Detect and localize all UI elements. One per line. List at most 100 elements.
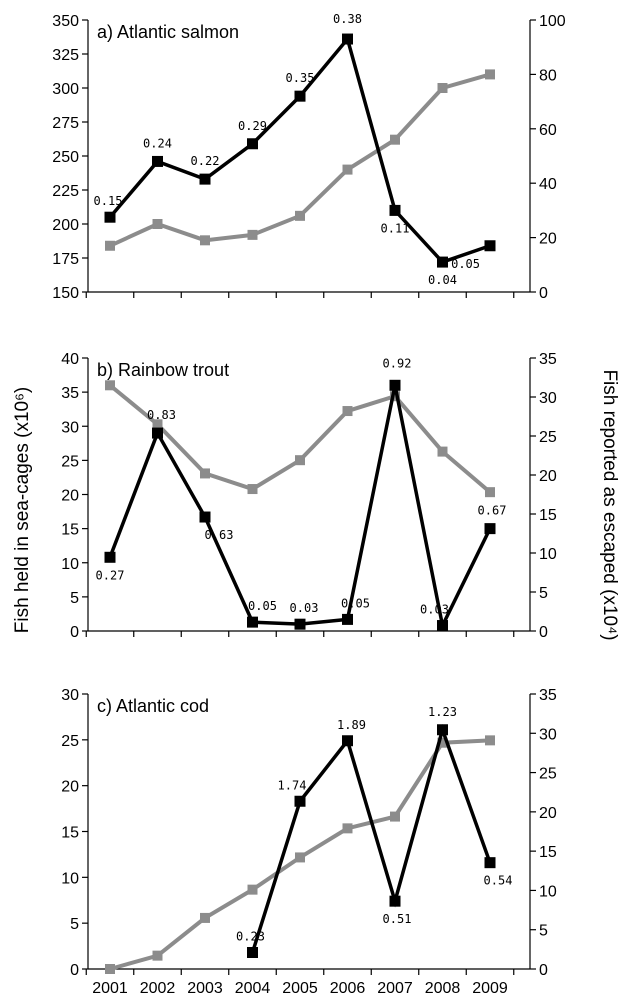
left-y-tick-label: 25 (61, 453, 79, 470)
left-y-tick-label: 30 (61, 687, 79, 704)
x-tick-label: 2007 (377, 980, 413, 997)
data-point (152, 419, 163, 430)
right-y-tick-label: 30 (539, 390, 557, 407)
data-point (105, 964, 115, 974)
panel-title: b) Rainbow trout (97, 360, 229, 380)
left-y-tick-label: 5 (70, 590, 79, 607)
x-tick-label: 2003 (187, 980, 223, 997)
right-y-tick-label: 20 (539, 231, 557, 248)
data-point (342, 613, 353, 625)
data-point (437, 446, 448, 457)
right-y-tick-label: 100 (539, 13, 566, 30)
data-label: 0.22 (191, 154, 220, 168)
data-label: 0.38 (333, 12, 362, 26)
series-left-axis: 0.23 1.74 1.89 0.51 1.23 0.54 (236, 705, 512, 958)
data-point (390, 134, 400, 145)
data-point (200, 912, 210, 923)
data-label: 1.89 (337, 718, 366, 732)
x-tick-label: 2001 (92, 980, 128, 997)
left-y-tick-label: 35 (61, 385, 79, 402)
right-y-tick-label: 35 (539, 351, 557, 368)
data-point (390, 391, 400, 402)
data-label: 1.74 (278, 778, 307, 792)
left-y-tick-label: 10 (61, 870, 79, 887)
data-label: 0.04 (428, 273, 457, 287)
right-y-tick-label: 5 (539, 585, 548, 602)
panel-title: c) Atlantic cod (97, 696, 209, 716)
right-y-tick-label: 40 (539, 176, 557, 193)
left-y-tick-label: 325 (52, 47, 79, 64)
right-y-tick-label: 80 (539, 67, 557, 84)
data-point (437, 737, 448, 748)
data-point (247, 484, 258, 495)
data-label: 0.51 (383, 912, 412, 926)
panel-3: 0 5 10 15 20 25 30 0 5 10 15 20 25 30 35 2001 2002 2003 20… (61, 687, 557, 997)
panel-title: a) Atlantic salmon (97, 22, 239, 42)
data-point (484, 523, 496, 535)
data-point (484, 857, 496, 869)
left-y-tick-label: 275 (52, 115, 79, 132)
right-y-tick-label: 15 (539, 844, 557, 861)
data-point (342, 164, 353, 175)
series-left-axis: 0.27 0.83 0.63 0.05 0.03 0.05 0.92 0.03 0.67 (96, 356, 507, 632)
left-y-tick-label: 15 (61, 522, 79, 539)
data-point (152, 427, 163, 439)
data-point (152, 219, 163, 229)
right-y-tick-label: 0 (539, 624, 548, 641)
data-label: 0.67 (478, 504, 507, 518)
data-point (200, 468, 210, 479)
data-point (294, 795, 306, 807)
data-point (485, 487, 495, 498)
data-label: 0.24 (143, 136, 172, 150)
data-point (199, 173, 211, 185)
x-tick-label: 2009 (472, 980, 508, 997)
data-point (105, 380, 115, 391)
data-point (247, 138, 258, 150)
y-axis-label-right: Fish reported as escaped (x10⁴) (599, 369, 619, 640)
right-y-tick-label: 35 (539, 687, 557, 704)
data-label: 0.05 (341, 596, 370, 610)
data-label: 0.03 (290, 601, 319, 615)
right-y-tick-label: 10 (539, 546, 557, 563)
plots-layer: 150175200225250275300325350020406080100a… (52, 12, 566, 997)
series-right-axis (105, 69, 495, 251)
data-point (389, 895, 401, 907)
x-tick-label: 2004 (235, 980, 271, 997)
left-y-tick-label: 175 (52, 251, 79, 268)
data-point (247, 884, 258, 895)
x-tick-label: 2006 (330, 980, 366, 997)
series-left-axis: 0.15 0.24 0.22 0.29 0.35 0.38 0.11 0.04 0.05 (94, 12, 496, 287)
left-y-tick-label: 30 (61, 419, 79, 436)
right-y-tick-label: 20 (539, 805, 557, 822)
data-point (200, 235, 210, 246)
right-y-tick-label: 25 (539, 429, 557, 446)
data-point (295, 210, 305, 221)
data-point (390, 811, 400, 822)
data-label: 0.29 (238, 119, 267, 133)
left-y-tick-label: 15 (61, 825, 79, 842)
data-label: 0.15 (94, 194, 123, 208)
right-y-tick-label: 0 (539, 285, 548, 302)
data-label: 0.11 (381, 221, 410, 235)
left-y-tick-label: 5 (70, 916, 79, 933)
left-y-tick-label: 250 (52, 149, 79, 166)
data-point (342, 33, 353, 45)
right-y-tick-label: 25 (539, 766, 557, 783)
left-y-tick-label: 0 (70, 624, 79, 641)
data-label: 0.23 (236, 930, 265, 944)
right-y-tick-label: 20 (539, 468, 557, 485)
data-point (484, 240, 496, 252)
right-y-tick-label: 15 (539, 507, 557, 524)
data-label: 0.63 (205, 528, 234, 542)
left-y-tick-label: 10 (61, 556, 79, 573)
series-line (108, 383, 492, 494)
right-y-tick-label: 30 (539, 726, 557, 743)
left-y-tick-label: 350 (52, 13, 79, 30)
data-point (342, 735, 353, 747)
data-point (342, 823, 353, 834)
data-point (342, 406, 353, 417)
left-y-tick-label: 0 (70, 962, 79, 979)
panel-2: 0 5 10 15 20 25 30 35 40 0 5 10 15 20 25 30 35 b) Rainbow… (61, 351, 557, 641)
left-y-tick-label: 25 (61, 733, 79, 750)
